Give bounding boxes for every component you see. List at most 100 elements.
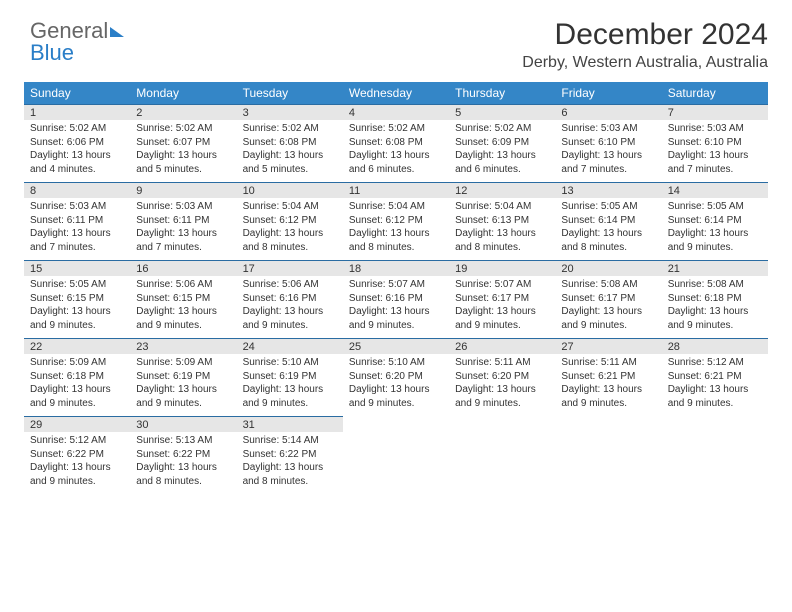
calendar-cell <box>449 416 555 494</box>
calendar-cell: 12Sunrise: 5:04 AMSunset: 6:13 PMDayligh… <box>449 182 555 260</box>
sunrise-line: Sunrise: 5:11 AM <box>455 356 549 370</box>
weekday-sat: Saturday <box>662 82 768 104</box>
sunset-line: Sunset: 6:08 PM <box>243 136 337 150</box>
sunrise-line: Sunrise: 5:03 AM <box>30 200 124 214</box>
calendar-body: 1Sunrise: 5:02 AMSunset: 6:06 PMDaylight… <box>24 104 768 494</box>
day-number: 20 <box>555 260 661 276</box>
day-info: Sunrise: 5:02 AMSunset: 6:06 PMDaylight:… <box>24 120 130 182</box>
calendar-cell: 21Sunrise: 5:08 AMSunset: 6:18 PMDayligh… <box>662 260 768 338</box>
weekday-header-row: Sunday Monday Tuesday Wednesday Thursday… <box>24 82 768 104</box>
calendar-cell: 31Sunrise: 5:14 AMSunset: 6:22 PMDayligh… <box>237 416 343 494</box>
daylight-line: Daylight: 13 hours and 8 minutes. <box>243 461 337 488</box>
daylight-line: Daylight: 13 hours and 9 minutes. <box>668 305 762 332</box>
daylight-line: Daylight: 13 hours and 8 minutes. <box>243 227 337 254</box>
sunrise-line: Sunrise: 5:12 AM <box>30 434 124 448</box>
sunset-line: Sunset: 6:15 PM <box>136 292 230 306</box>
day-number: 19 <box>449 260 555 276</box>
sunrise-line: Sunrise: 5:03 AM <box>561 122 655 136</box>
day-number: 2 <box>130 104 236 120</box>
daylight-line: Daylight: 13 hours and 9 minutes. <box>455 383 549 410</box>
day-number: 7 <box>662 104 768 120</box>
calendar-cell: 22Sunrise: 5:09 AMSunset: 6:18 PMDayligh… <box>24 338 130 416</box>
daylight-line: Daylight: 13 hours and 9 minutes. <box>136 383 230 410</box>
sunrise-line: Sunrise: 5:02 AM <box>455 122 549 136</box>
sunset-line: Sunset: 6:10 PM <box>561 136 655 150</box>
day-info: Sunrise: 5:13 AMSunset: 6:22 PMDaylight:… <box>130 432 236 494</box>
calendar-cell: 15Sunrise: 5:05 AMSunset: 6:15 PMDayligh… <box>24 260 130 338</box>
daylight-line: Daylight: 13 hours and 9 minutes. <box>668 383 762 410</box>
calendar-cell: 23Sunrise: 5:09 AMSunset: 6:19 PMDayligh… <box>130 338 236 416</box>
calendar-row: 1Sunrise: 5:02 AMSunset: 6:06 PMDaylight… <box>24 104 768 182</box>
day-info: Sunrise: 5:03 AMSunset: 6:10 PMDaylight:… <box>555 120 661 182</box>
calendar-cell: 13Sunrise: 5:05 AMSunset: 6:14 PMDayligh… <box>555 182 661 260</box>
calendar-cell: 11Sunrise: 5:04 AMSunset: 6:12 PMDayligh… <box>343 182 449 260</box>
calendar-cell: 24Sunrise: 5:10 AMSunset: 6:19 PMDayligh… <box>237 338 343 416</box>
day-number: 27 <box>555 338 661 354</box>
sunrise-line: Sunrise: 5:10 AM <box>349 356 443 370</box>
daylight-line: Daylight: 13 hours and 9 minutes. <box>561 305 655 332</box>
calendar-cell: 14Sunrise: 5:05 AMSunset: 6:14 PMDayligh… <box>662 182 768 260</box>
day-info: Sunrise: 5:10 AMSunset: 6:19 PMDaylight:… <box>237 354 343 416</box>
sunset-line: Sunset: 6:15 PM <box>30 292 124 306</box>
sunset-line: Sunset: 6:11 PM <box>30 214 124 228</box>
daylight-line: Daylight: 13 hours and 9 minutes. <box>30 305 124 332</box>
day-number: 17 <box>237 260 343 276</box>
sunset-line: Sunset: 6:11 PM <box>136 214 230 228</box>
day-info: Sunrise: 5:02 AMSunset: 6:09 PMDaylight:… <box>449 120 555 182</box>
day-info: Sunrise: 5:09 AMSunset: 6:18 PMDaylight:… <box>24 354 130 416</box>
day-info: Sunrise: 5:14 AMSunset: 6:22 PMDaylight:… <box>237 432 343 494</box>
calendar-cell: 18Sunrise: 5:07 AMSunset: 6:16 PMDayligh… <box>343 260 449 338</box>
sunset-line: Sunset: 6:19 PM <box>243 370 337 384</box>
calendar-cell <box>555 416 661 494</box>
page-title: December 2024 <box>24 18 768 52</box>
sunrise-line: Sunrise: 5:10 AM <box>243 356 337 370</box>
day-number: 29 <box>24 416 130 432</box>
sunrise-line: Sunrise: 5:08 AM <box>668 278 762 292</box>
day-number: 1 <box>24 104 130 120</box>
daylight-line: Daylight: 13 hours and 9 minutes. <box>455 305 549 332</box>
sunrise-line: Sunrise: 5:09 AM <box>30 356 124 370</box>
calendar-cell: 20Sunrise: 5:08 AMSunset: 6:17 PMDayligh… <box>555 260 661 338</box>
day-number: 10 <box>237 182 343 198</box>
daylight-line: Daylight: 13 hours and 7 minutes. <box>136 227 230 254</box>
sunset-line: Sunset: 6:22 PM <box>243 448 337 462</box>
sunset-line: Sunset: 6:12 PM <box>349 214 443 228</box>
calendar-cell: 19Sunrise: 5:07 AMSunset: 6:17 PMDayligh… <box>449 260 555 338</box>
sunrise-line: Sunrise: 5:02 AM <box>243 122 337 136</box>
calendar-row: 29Sunrise: 5:12 AMSunset: 6:22 PMDayligh… <box>24 416 768 494</box>
daylight-line: Daylight: 13 hours and 9 minutes. <box>561 383 655 410</box>
day-number: 31 <box>237 416 343 432</box>
calendar-cell: 6Sunrise: 5:03 AMSunset: 6:10 PMDaylight… <box>555 104 661 182</box>
day-number: 12 <box>449 182 555 198</box>
day-info: Sunrise: 5:04 AMSunset: 6:13 PMDaylight:… <box>449 198 555 260</box>
sunset-line: Sunset: 6:20 PM <box>455 370 549 384</box>
weekday-fri: Friday <box>555 82 661 104</box>
day-number: 11 <box>343 182 449 198</box>
daylight-line: Daylight: 13 hours and 5 minutes. <box>243 149 337 176</box>
logo: General Blue <box>30 20 124 64</box>
calendar-cell: 8Sunrise: 5:03 AMSunset: 6:11 PMDaylight… <box>24 182 130 260</box>
calendar-cell: 10Sunrise: 5:04 AMSunset: 6:12 PMDayligh… <box>237 182 343 260</box>
sunset-line: Sunset: 6:10 PM <box>668 136 762 150</box>
day-info: Sunrise: 5:12 AMSunset: 6:22 PMDaylight:… <box>24 432 130 494</box>
calendar-cell: 17Sunrise: 5:06 AMSunset: 6:16 PMDayligh… <box>237 260 343 338</box>
sunrise-line: Sunrise: 5:05 AM <box>668 200 762 214</box>
daylight-line: Daylight: 13 hours and 7 minutes. <box>668 149 762 176</box>
daylight-line: Daylight: 13 hours and 9 minutes. <box>243 383 337 410</box>
sunset-line: Sunset: 6:18 PM <box>668 292 762 306</box>
day-info: Sunrise: 5:10 AMSunset: 6:20 PMDaylight:… <box>343 354 449 416</box>
sunset-line: Sunset: 6:16 PM <box>243 292 337 306</box>
sunset-line: Sunset: 6:17 PM <box>455 292 549 306</box>
day-info: Sunrise: 5:06 AMSunset: 6:15 PMDaylight:… <box>130 276 236 338</box>
calendar-cell: 3Sunrise: 5:02 AMSunset: 6:08 PMDaylight… <box>237 104 343 182</box>
sunset-line: Sunset: 6:12 PM <box>243 214 337 228</box>
calendar-cell: 26Sunrise: 5:11 AMSunset: 6:20 PMDayligh… <box>449 338 555 416</box>
day-number: 24 <box>237 338 343 354</box>
calendar-row: 22Sunrise: 5:09 AMSunset: 6:18 PMDayligh… <box>24 338 768 416</box>
sunrise-line: Sunrise: 5:03 AM <box>136 200 230 214</box>
daylight-line: Daylight: 13 hours and 9 minutes. <box>30 461 124 488</box>
daylight-line: Daylight: 13 hours and 8 minutes. <box>136 461 230 488</box>
calendar-table: Sunday Monday Tuesday Wednesday Thursday… <box>24 82 768 494</box>
calendar-cell: 16Sunrise: 5:06 AMSunset: 6:15 PMDayligh… <box>130 260 236 338</box>
sunset-line: Sunset: 6:13 PM <box>455 214 549 228</box>
